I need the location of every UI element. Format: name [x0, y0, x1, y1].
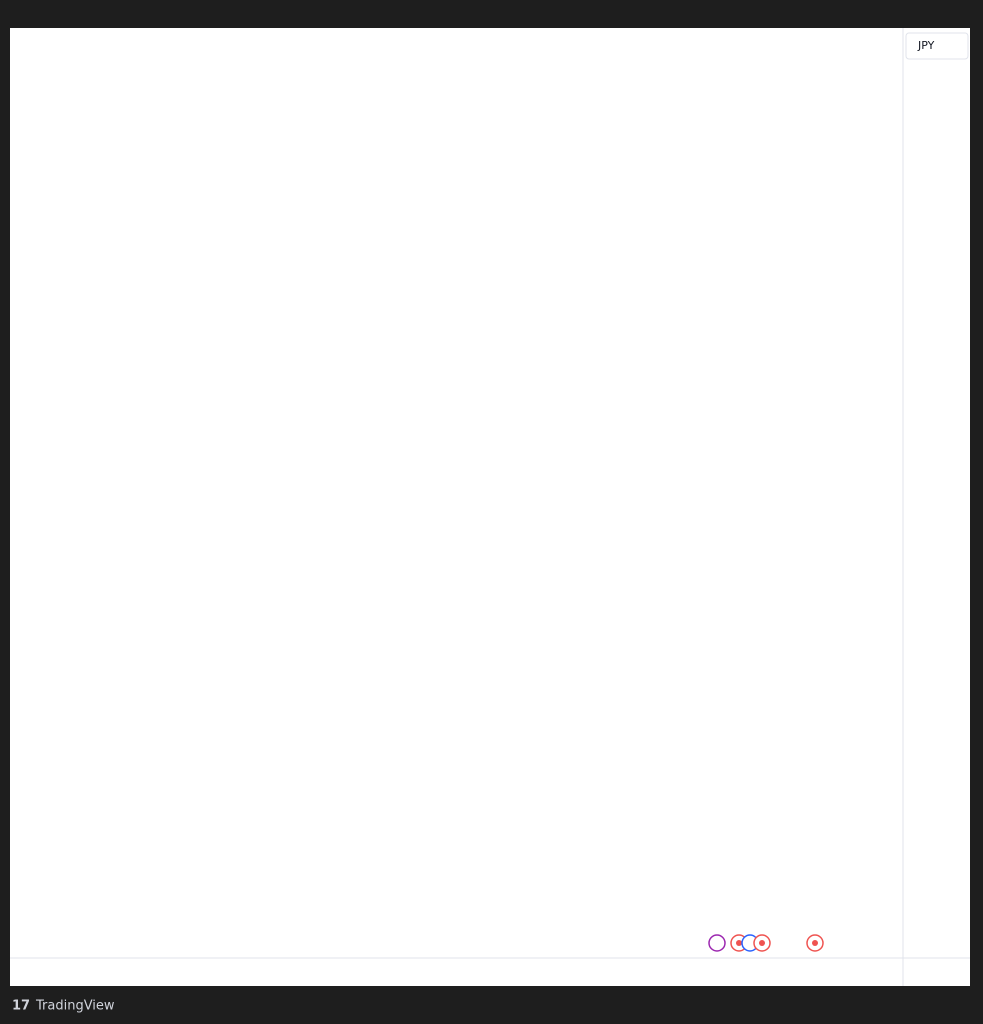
currency-box[interactable]	[905, 32, 969, 60]
event-icons[interactable]	[708, 934, 824, 952]
brand-logo: 17	[12, 999, 30, 1014]
currency: JPY	[917, 39, 935, 52]
brand[interactable]: TradingView	[35, 999, 115, 1014]
chart-panel	[10, 28, 970, 986]
